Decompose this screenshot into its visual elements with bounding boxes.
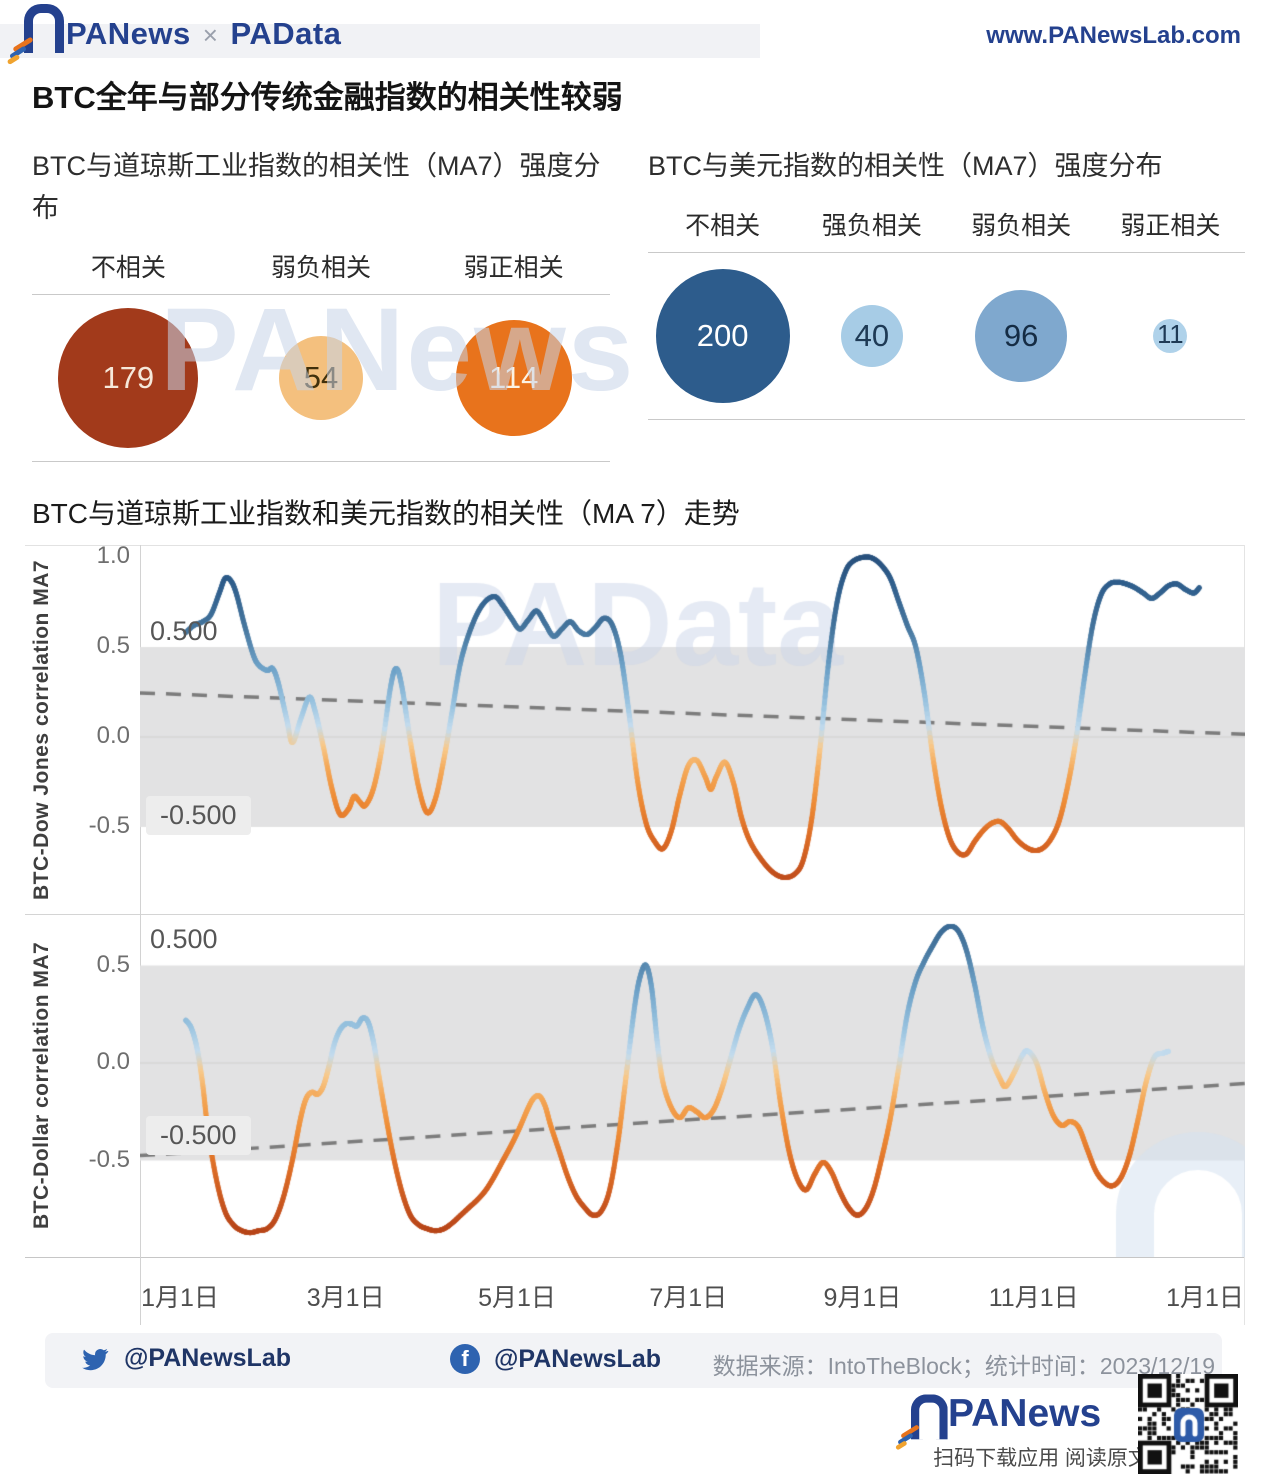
twitter-handle-text: @PANewsLab bbox=[124, 1344, 292, 1372]
x-tick-label: 3月1日 bbox=[306, 1284, 385, 1312]
logo-arch-icon bbox=[910, 1394, 948, 1440]
data-source-text: 数据来源：IntoTheBlock；统计时间：2023/12/19 bbox=[712, 1353, 1215, 1379]
facebook-handle-text: @PANewsLab bbox=[494, 1344, 662, 1373]
bubble: 114 bbox=[455, 319, 572, 436]
bubble-value: 200 bbox=[696, 317, 749, 353]
y-tick-label: 0.0 bbox=[96, 1048, 130, 1075]
bubble-value: 40 bbox=[854, 317, 890, 353]
x-tick-label: 9月1日 bbox=[823, 1284, 902, 1312]
dollar-band-label-top: 0.500 bbox=[150, 924, 218, 954]
bubble-chart-dollar: BTC与美元指数的相关性（MA7）强度分布 不相关 强负相关 弱负相关 弱正相关 20… bbox=[648, 146, 1245, 420]
dollar-chart-ylabel: BTC-Dollar correlation MA7 bbox=[30, 941, 53, 1229]
bubble-cell: 54 bbox=[225, 295, 418, 461]
brand-panews: PANews bbox=[66, 16, 191, 51]
dollar-band-label-bottom: -0.500 bbox=[146, 1116, 251, 1155]
bubble-chart-dollar-labels: 不相关 强负相关 弱负相关 弱正相关 bbox=[648, 206, 1245, 242]
bubble: 179 bbox=[58, 307, 199, 448]
x-tick-label: 1月1日 bbox=[1166, 1284, 1244, 1312]
brand-padata: PAData bbox=[230, 16, 342, 51]
bubble-cell: 200 bbox=[648, 253, 797, 419]
qr-code bbox=[1138, 1374, 1238, 1474]
x-tick-label: 5月1日 bbox=[478, 1284, 556, 1312]
bubble-chart-dollar-title: BTC与美元指数的相关性（MA7）强度分布 bbox=[648, 151, 1163, 181]
bubble-value: 179 bbox=[102, 359, 155, 395]
twitter-icon bbox=[82, 1348, 109, 1370]
facebook-icon: f bbox=[450, 1344, 480, 1374]
bubble: 54 bbox=[279, 335, 363, 420]
site-url[interactable]: www.PANewsLab.com bbox=[986, 22, 1241, 49]
brand-separator: × bbox=[202, 20, 219, 50]
page-title: BTC全年与部分传统金融指数的相关性较弱 bbox=[32, 80, 623, 115]
trend-section-title: BTC与道琼斯工业指数和美元指数的相关性（MA 7）走势 bbox=[32, 498, 740, 529]
dow-chart-ylabel: BTC-Dow Jones correlation MA7 bbox=[30, 559, 53, 901]
bubble-chart-dow-labels: 不相关 弱负相关 弱正相关 bbox=[32, 248, 610, 284]
bubble: 11 bbox=[1153, 318, 1188, 353]
x-tick-label: 7月1日 bbox=[649, 1284, 728, 1312]
y-tick-label: -0.5 bbox=[88, 1145, 130, 1173]
bubble-value: 96 bbox=[1003, 317, 1039, 353]
bubble-value: 114 bbox=[488, 359, 539, 395]
dow-correlation-line-chart bbox=[140, 545, 1245, 914]
bubble-chart-dow-row: 179 54 114 bbox=[32, 293, 610, 462]
bubble-cell: 11 bbox=[1096, 253, 1245, 419]
panews-logo-icon bbox=[6, 4, 64, 66]
y-tick-label: 0.5 bbox=[96, 950, 130, 978]
bubble-category-label: 弱正相关 bbox=[1120, 211, 1221, 240]
header-background-bar bbox=[0, 24, 760, 58]
bubble: 96 bbox=[975, 289, 1068, 382]
brand-title: PANews × PAData bbox=[66, 16, 341, 52]
logo-arch-icon bbox=[24, 4, 64, 53]
bubble-category-label: 不相关 bbox=[90, 253, 166, 282]
bubble-cell: 96 bbox=[947, 253, 1096, 419]
bubble-chart-dow: BTC与道琼斯工业指数的相关性（MA7）强度分布 不相关 弱负相关 弱正相关 179… bbox=[32, 146, 610, 462]
bubble-category-label: 强负相关 bbox=[821, 211, 922, 240]
x-tick-label: 11月1日 bbox=[988, 1284, 1079, 1312]
bubble-chart-dollar-row: 200 40 96 11 bbox=[648, 251, 1245, 420]
bubble-category-label: 弱正相关 bbox=[463, 253, 564, 282]
bubble-value: 54 bbox=[303, 359, 339, 395]
y-tick-label: 0.5 bbox=[96, 632, 130, 659]
footer-bar bbox=[45, 1333, 1222, 1388]
dow-band-label-top: 0.500 bbox=[150, 616, 218, 646]
bubble-category-label: 弱负相关 bbox=[971, 211, 1072, 240]
bubble-cell: 114 bbox=[417, 295, 610, 461]
bubble-value: 11 bbox=[1157, 321, 1184, 350]
bubble-chart-dow-title: BTC与道琼斯工业指数的相关性（MA7）强度分布 bbox=[32, 151, 601, 223]
bubble-category-label: 不相关 bbox=[685, 211, 761, 240]
twitter-handle[interactable]: @PANewsLab bbox=[78, 1344, 291, 1373]
x-tick-label: 1月1日 bbox=[141, 1284, 219, 1312]
y-tick-label: -0.5 bbox=[88, 812, 130, 839]
bubble-cell: 179 bbox=[32, 295, 225, 461]
y-tick-label: 1.0 bbox=[96, 542, 130, 569]
x-axis-line bbox=[25, 1257, 1245, 1258]
y-tick-label: 0.0 bbox=[96, 722, 130, 749]
facebook-handle[interactable]: f @PANewsLab bbox=[450, 1344, 661, 1374]
bubble-cell: 40 bbox=[797, 253, 946, 419]
bubble: 200 bbox=[655, 268, 790, 403]
bubble: 40 bbox=[840, 304, 903, 367]
dollar-correlation-line-chart bbox=[140, 914, 1245, 1257]
footer-brand-text: PANews bbox=[948, 1392, 1102, 1435]
footer-panews-logo-icon bbox=[895, 1394, 948, 1451]
footer-tagline: 扫码下载应用 阅读原文 bbox=[933, 1447, 1149, 1470]
dow-band-label-bottom: -0.500 bbox=[146, 796, 251, 835]
bubble-category-label: 弱负相关 bbox=[271, 253, 372, 282]
